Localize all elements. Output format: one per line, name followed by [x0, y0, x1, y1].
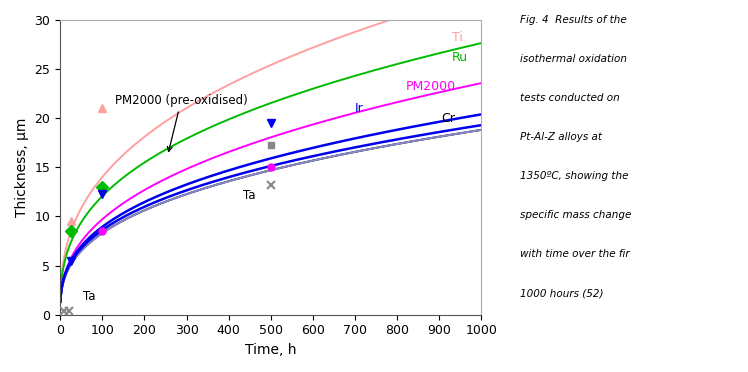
Text: specific mass change: specific mass change — [520, 210, 631, 220]
Text: Ta: Ta — [243, 189, 256, 202]
Text: 1000 hours (52): 1000 hours (52) — [520, 288, 604, 298]
Text: Ta: Ta — [83, 290, 96, 303]
Text: PM2000: PM2000 — [405, 80, 456, 93]
Text: isothermal oxidation: isothermal oxidation — [520, 54, 627, 64]
Text: with time over the fir: with time over the fir — [520, 249, 630, 259]
Text: Ti: Ti — [452, 31, 463, 44]
Text: Fig. 4  Results of the: Fig. 4 Results of the — [520, 15, 627, 25]
Text: PM2000 (pre-oxidised): PM2000 (pre-oxidised) — [115, 93, 248, 151]
X-axis label: Time, h: Time, h — [245, 343, 296, 357]
Text: Ru: Ru — [452, 51, 468, 64]
Text: tests conducted on: tests conducted on — [520, 93, 619, 103]
Text: 1350ºC, showing the: 1350ºC, showing the — [520, 171, 628, 181]
Text: Cr: Cr — [441, 112, 456, 125]
Y-axis label: Thickness, μm: Thickness, μm — [15, 118, 29, 217]
Text: Pt-Al-Z alloys at: Pt-Al-Z alloys at — [520, 132, 602, 142]
Text: Ir: Ir — [355, 102, 364, 115]
